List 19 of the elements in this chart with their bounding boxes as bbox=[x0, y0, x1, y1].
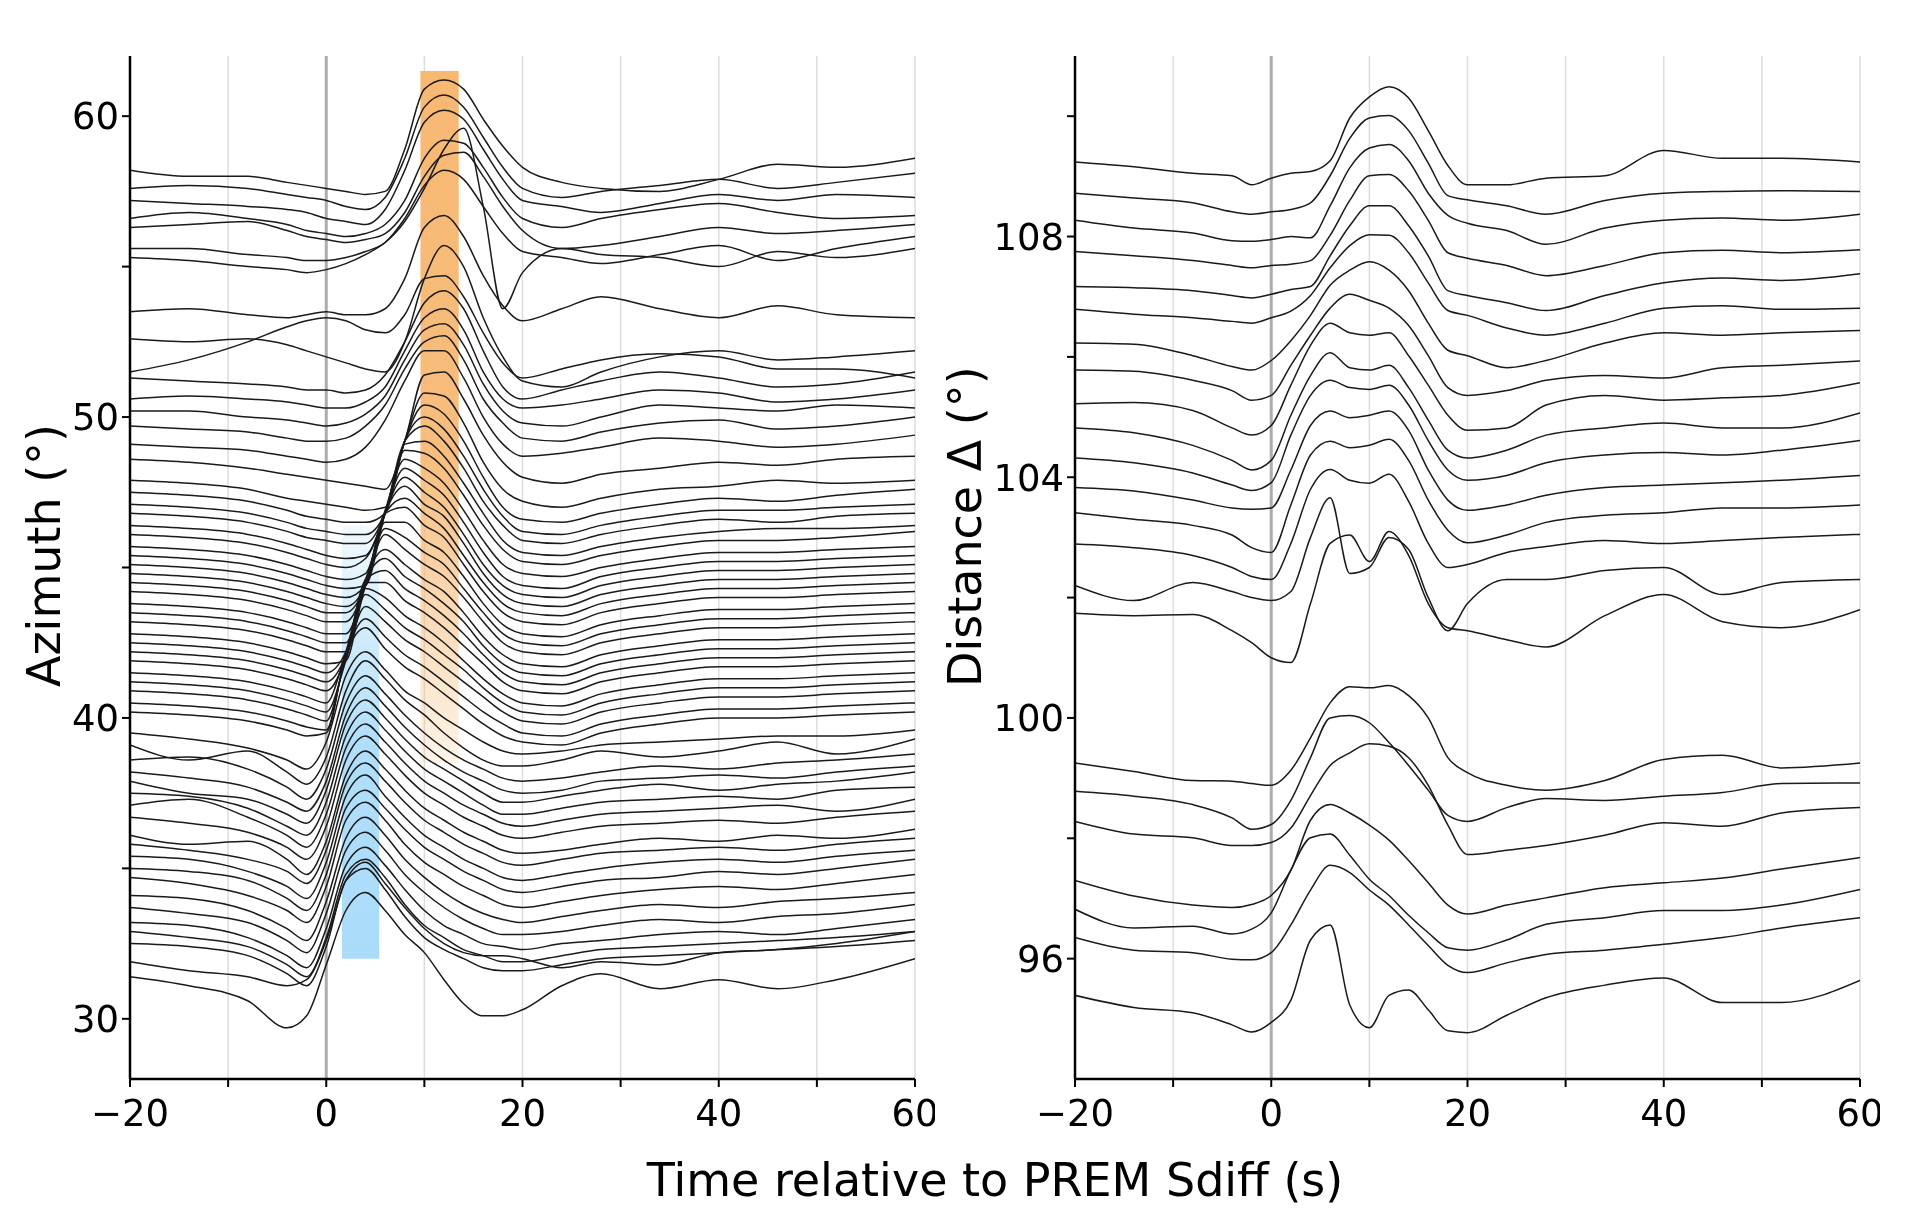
y-axis-title: Azimuth (°) bbox=[16, 423, 71, 687]
y-tick-label: 104 bbox=[993, 456, 1064, 500]
x-tick-label: −20 bbox=[1035, 1092, 1115, 1136]
x-tick-label: 40 bbox=[695, 1092, 743, 1136]
y-tick-label: 50 bbox=[71, 396, 119, 440]
x-tick-label: 0 bbox=[1259, 1092, 1284, 1136]
x-tick-label: 0 bbox=[314, 1092, 339, 1136]
y-tick-label: 108 bbox=[993, 215, 1064, 259]
y-axis-title: Distance Δ (°) bbox=[938, 366, 993, 687]
x-axis-title: Time relative to PREM Sdiff (s) bbox=[646, 1152, 1344, 1207]
y-tick-label: 96 bbox=[1016, 937, 1064, 981]
x-tick-label: 40 bbox=[1640, 1092, 1688, 1136]
x-tick-label: −20 bbox=[90, 1092, 170, 1136]
y-tick-label: 60 bbox=[71, 95, 119, 139]
x-tick-label: 20 bbox=[498, 1092, 547, 1136]
y-tick-label: 40 bbox=[71, 697, 119, 741]
y-tick-label: 30 bbox=[71, 998, 119, 1042]
x-tick-label: 20 bbox=[1443, 1092, 1492, 1136]
y-tick-label: 100 bbox=[993, 697, 1064, 741]
